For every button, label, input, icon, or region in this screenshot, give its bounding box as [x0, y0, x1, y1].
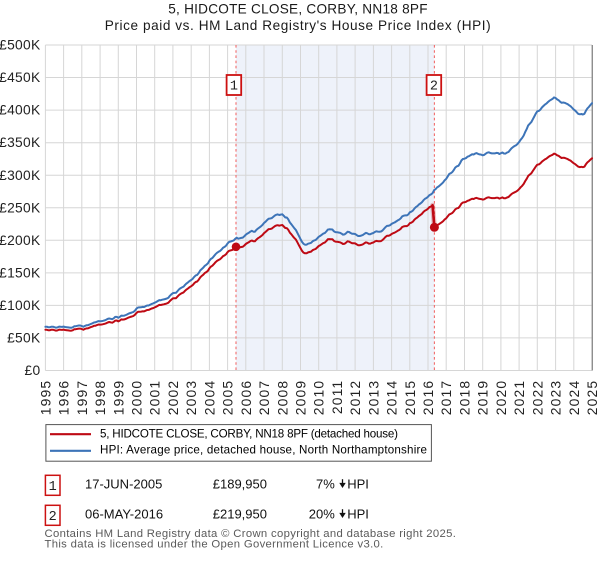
- svg-text:1: 1: [49, 480, 57, 495]
- svg-text:2009: 2009: [293, 380, 309, 416]
- svg-text:HPI: Average price, detached h: HPI: Average price, detached house, Nort…: [100, 443, 427, 456]
- svg-text:£250K: £250K: [0, 200, 41, 215]
- svg-text:2002: 2002: [165, 380, 181, 416]
- svg-text:2025: 2025: [584, 380, 600, 416]
- svg-text:1995: 1995: [37, 380, 53, 416]
- svg-text:£150K: £150K: [0, 266, 41, 281]
- svg-text:1998: 1998: [92, 380, 108, 416]
- svg-text:7%: 7%: [316, 476, 335, 491]
- svg-text:£50K: £50K: [7, 331, 41, 346]
- svg-text:5, HIDCOTE CLOSE, CORBY, NN18: 5, HIDCOTE CLOSE, CORBY, NN18 8PF: [168, 1, 428, 16]
- svg-text:20%: 20%: [309, 506, 335, 521]
- svg-text:2016: 2016: [420, 380, 436, 416]
- svg-text:2003: 2003: [183, 380, 199, 416]
- svg-text:2015: 2015: [402, 380, 418, 416]
- svg-text:17-JUN-2005: 17-JUN-2005: [85, 476, 162, 491]
- svg-text:2: 2: [49, 510, 57, 525]
- svg-text:1997: 1997: [74, 380, 90, 416]
- svg-text:2008: 2008: [274, 380, 290, 416]
- svg-text:2004: 2004: [201, 380, 217, 416]
- svg-text:5, HIDCOTE CLOSE, CORBY, NN18: 5, HIDCOTE CLOSE, CORBY, NN18 8PF (detac…: [100, 427, 398, 440]
- svg-text:2006: 2006: [238, 380, 254, 416]
- svg-text:2010: 2010: [311, 380, 327, 416]
- svg-text:2021: 2021: [511, 380, 527, 416]
- svg-text:1999: 1999: [110, 380, 126, 416]
- svg-text:2024: 2024: [566, 380, 582, 416]
- svg-text:2011: 2011: [329, 380, 345, 414]
- svg-text:£100K: £100K: [0, 298, 41, 313]
- svg-text:2022: 2022: [529, 380, 545, 416]
- svg-text:06-MAY-2016: 06-MAY-2016: [85, 506, 163, 521]
- svg-text:Contains HM Land Registry data: Contains HM Land Registry data © Crown c…: [45, 528, 457, 540]
- svg-text:£450K: £450K: [0, 70, 41, 85]
- svg-text:2001: 2001: [147, 380, 163, 416]
- svg-text:2007: 2007: [256, 380, 272, 416]
- svg-text:2023: 2023: [548, 380, 564, 416]
- svg-text:2020: 2020: [493, 380, 509, 416]
- svg-text:1996: 1996: [56, 380, 72, 416]
- svg-text:£500K: £500K: [0, 38, 41, 53]
- svg-text:£400K: £400K: [0, 103, 41, 118]
- svg-text:2: 2: [430, 80, 438, 95]
- svg-text:1: 1: [230, 80, 238, 95]
- svg-text:£189,950: £189,950: [213, 476, 267, 491]
- svg-text:2012: 2012: [347, 380, 363, 416]
- svg-text:2014: 2014: [384, 380, 400, 416]
- svg-text:Price paid vs. HM Land Registr: Price paid vs. HM Land Registry's House …: [105, 18, 491, 33]
- svg-text:£0: £0: [25, 363, 41, 378]
- svg-text:HPI: HPI: [347, 506, 369, 521]
- svg-text:This data is licensed under th: This data is licensed under the Open Gov…: [45, 539, 384, 551]
- svg-text:£300K: £300K: [0, 168, 41, 183]
- svg-text:£350K: £350K: [0, 135, 41, 150]
- svg-text:HPI: HPI: [347, 476, 369, 491]
- svg-text:2017: 2017: [438, 380, 454, 416]
- svg-text:£219,950: £219,950: [213, 506, 267, 521]
- svg-text:£200K: £200K: [0, 233, 41, 248]
- svg-text:2005: 2005: [220, 380, 236, 416]
- svg-text:2013: 2013: [365, 380, 381, 416]
- svg-text:2018: 2018: [457, 380, 473, 416]
- svg-text:2000: 2000: [129, 380, 145, 416]
- svg-text:2019: 2019: [475, 380, 491, 416]
